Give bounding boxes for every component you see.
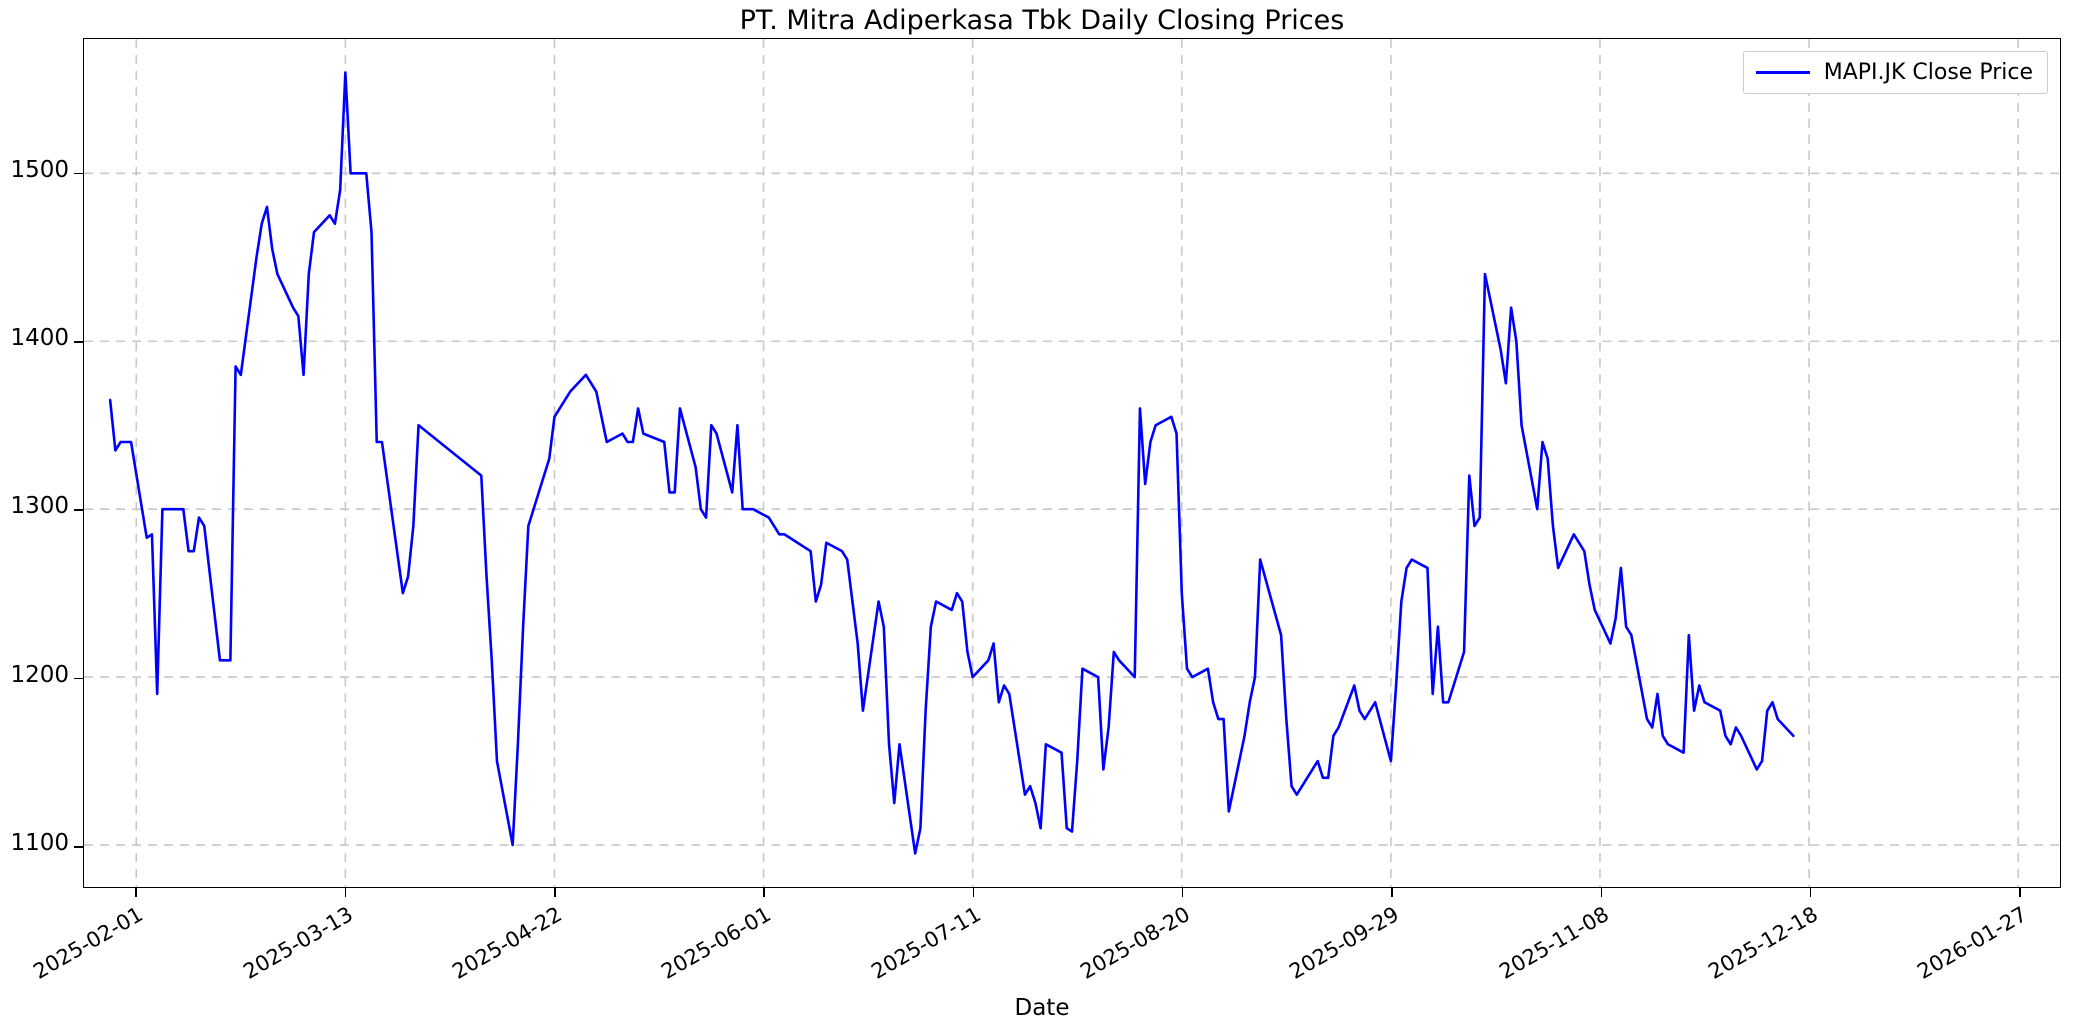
x-axis-tick-label: 2025-03-13 <box>238 902 357 984</box>
y-axis-tickmark <box>74 340 83 343</box>
series-line <box>110 73 1793 854</box>
x-axis-tickmark <box>1809 888 1812 897</box>
plot-area: MAPI.JK Close Price <box>83 38 2061 888</box>
x-axis-tickmark <box>344 888 347 897</box>
x-axis-tickmark <box>2019 888 2021 897</box>
x-axis-tickmark <box>135 888 137 897</box>
x-axis-tick-label: 2025-12-18 <box>1704 902 1822 984</box>
x-axis-tick-label: 2025-07-11 <box>866 902 985 984</box>
x-axis-tickmark <box>553 888 556 897</box>
x-axis-tickmark <box>1391 888 1393 897</box>
y-axis-tick-label: 1300 <box>10 493 69 520</box>
x-axis-tick-label: 2025-06-01 <box>657 902 776 984</box>
price-line-series <box>84 39 2060 887</box>
page-title: PT. Mitra Adiperkasa Tbk Daily Closing P… <box>739 5 1345 36</box>
x-axis-tick-label: 2025-08-20 <box>1076 902 1194 984</box>
y-axis-tickmark <box>74 509 83 511</box>
y-axis-tick-label: 1400 <box>10 324 69 351</box>
y-axis-tick-label: 1100 <box>10 829 69 856</box>
x-axis-tick-label: 2026-01-27 <box>1913 902 2032 984</box>
legend[interactable]: MAPI.JK Close Price <box>1742 51 2048 94</box>
gridlines <box>84 39 2060 887</box>
y-axis-tickmark <box>74 677 83 680</box>
legend-item-label: MAPI.JK Close Price <box>1823 60 2033 85</box>
y-axis-tick-label: 1200 <box>10 661 69 688</box>
x-axis-tickmark <box>1600 888 1603 897</box>
y-axis-tickmark <box>74 845 83 848</box>
y-axis-tick-label: 1500 <box>10 156 69 183</box>
legend-line-swatch <box>1755 71 1810 74</box>
x-axis-tickmark <box>972 888 975 897</box>
x-axis-tick-label: 2025-09-29 <box>1285 902 1404 984</box>
x-axis-tick-label: 2025-04-22 <box>448 902 566 984</box>
x-axis-title: Date <box>1014 995 1070 1021</box>
x-axis-tick-label: 2025-11-08 <box>1494 902 1613 984</box>
y-axis-tickmark <box>74 172 83 175</box>
x-axis-tick-label: 2025-02-01 <box>29 902 148 984</box>
x-axis-tickmark <box>1181 888 1184 897</box>
x-axis-tickmark <box>763 888 765 897</box>
